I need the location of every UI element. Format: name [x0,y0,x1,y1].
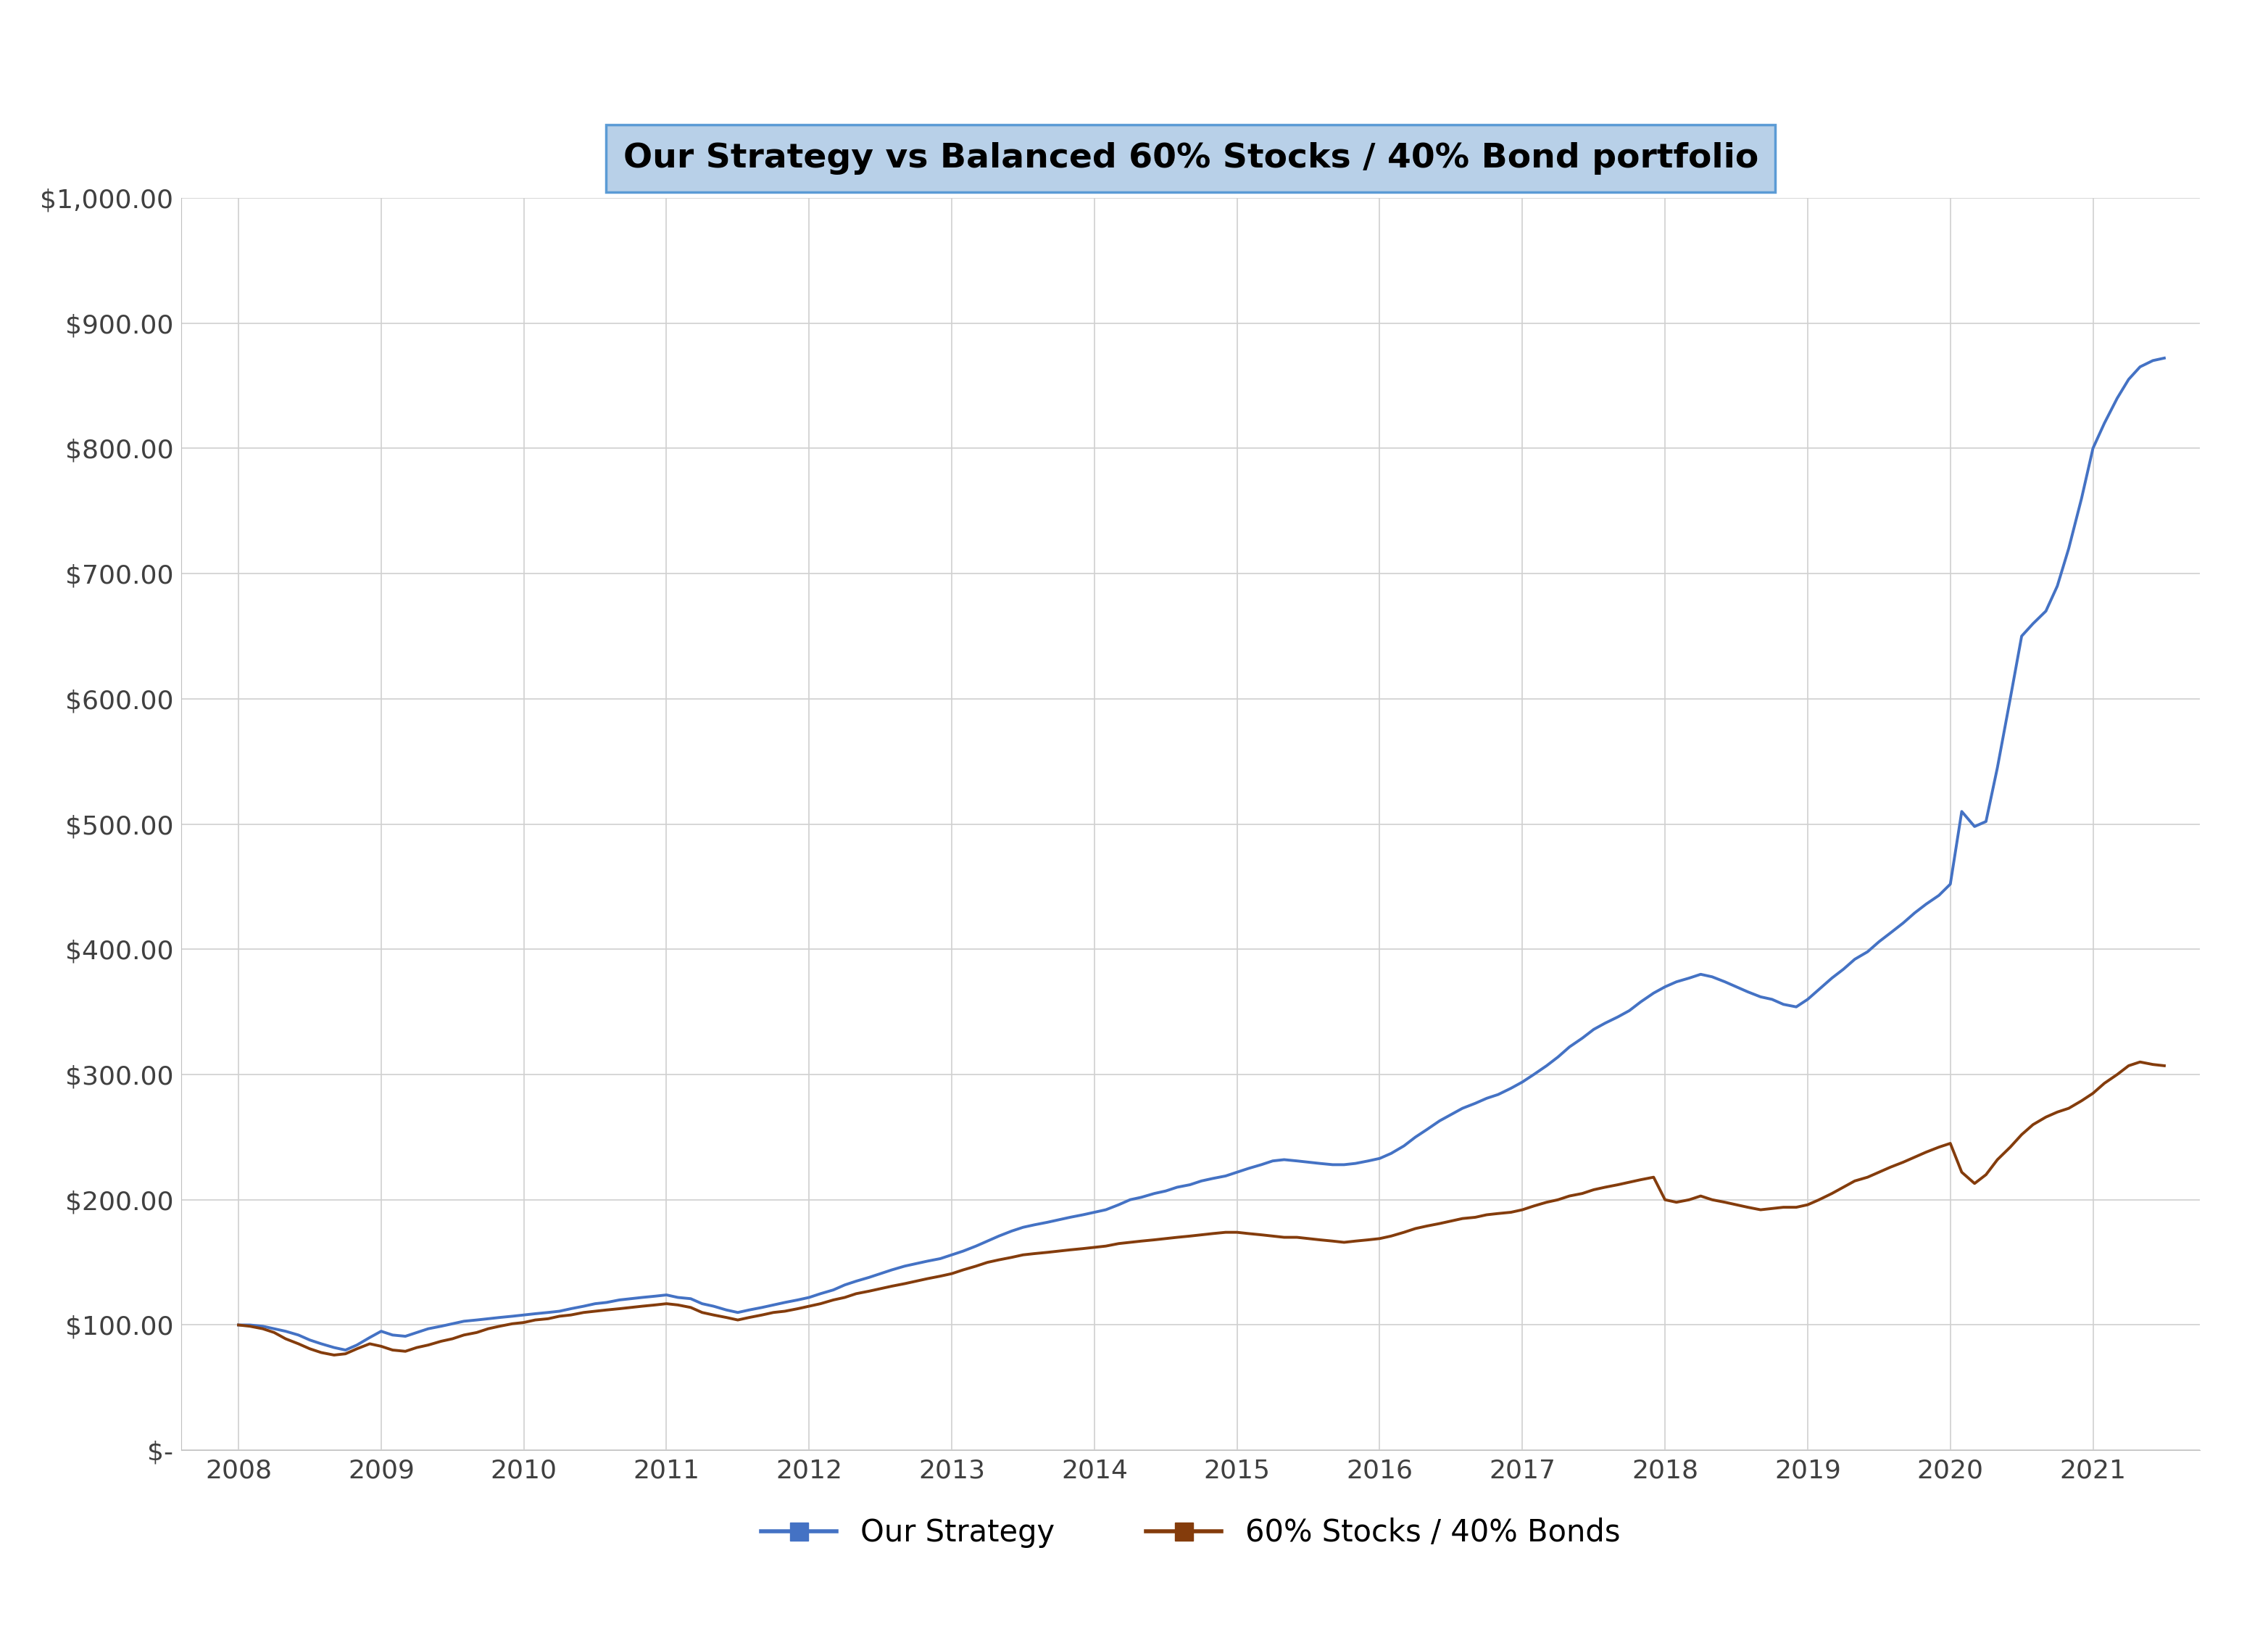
Legend: Our Strategy, 60% Stocks / 40% Bonds: Our Strategy, 60% Stocks / 40% Bonds [748,1506,1633,1561]
Title: Our Strategy vs Balanced 60% Stocks / 40% Bond portfolio: Our Strategy vs Balanced 60% Stocks / 40… [624,142,1758,175]
